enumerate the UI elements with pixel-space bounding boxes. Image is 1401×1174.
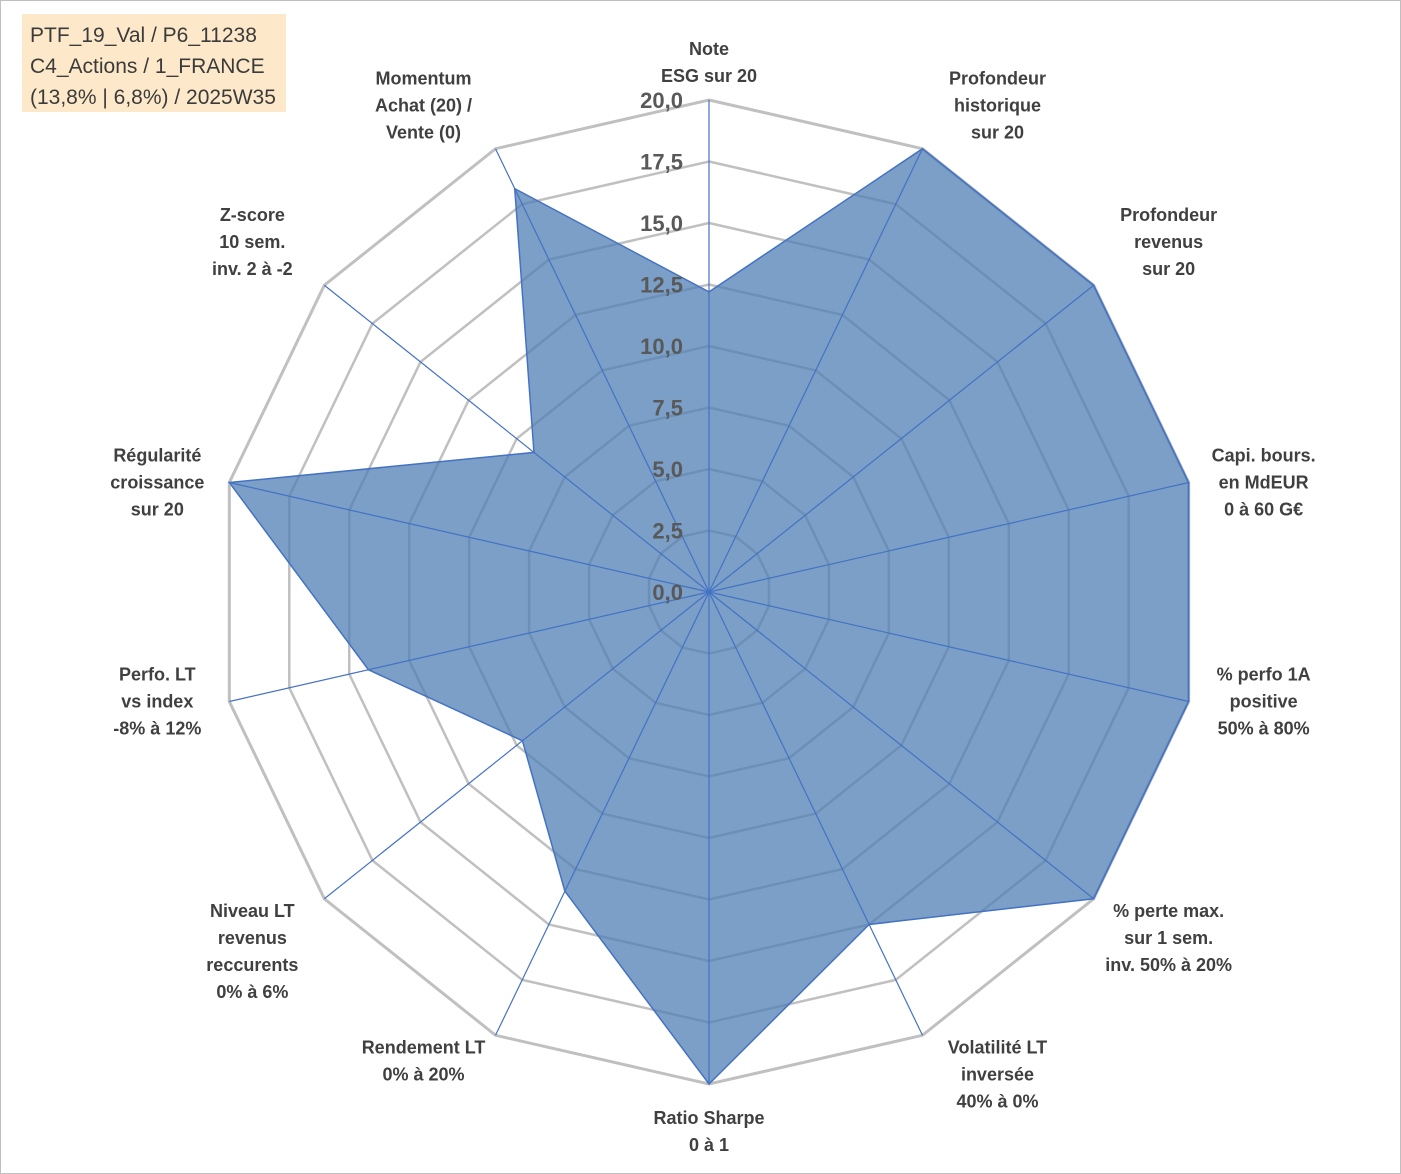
axis-label-line: Momentum: [376, 69, 472, 89]
tick-label-8: 20,0: [640, 88, 683, 113]
axis-label-4: % perfo 1A positive 50% à 80%: [1217, 664, 1311, 738]
axis-label-line: sur 1 sem.: [1124, 928, 1213, 948]
axis-label-line: en MdEUR: [1219, 473, 1309, 493]
axis-label-line: inversée: [961, 1064, 1034, 1084]
axis-label-line: croissance: [110, 473, 204, 493]
spoke-9: [323, 591, 710, 900]
axis-label-line: Volatilité LT: [948, 1037, 1047, 1057]
axis-label-line: sur 20: [1142, 259, 1195, 279]
axis-label-line: sur 20: [131, 500, 184, 520]
axis-label-line: revenus: [218, 928, 287, 948]
radar-axis-labels: Note ESG sur 20 Profondeur historique sur 20…: [110, 39, 1315, 1155]
axis-label-12: Z-score 10 sem. inv. 2 à -2: [212, 205, 293, 279]
axis-label-line: % perfo 1A: [1217, 664, 1311, 684]
axis-label-3: Capi. bours. en MdEUR 0 à 60 G€: [1212, 446, 1316, 520]
axis-label-line: inv. 2 à -2: [212, 259, 293, 279]
axis-label-13: Momentum Achat (20) / Vente (0): [375, 69, 472, 143]
info-line-2: C4_Actions / 1_FRANCE: [30, 55, 265, 78]
axis-label-line: 0 à 1: [689, 1135, 729, 1155]
axis-label-line: historique: [954, 96, 1041, 116]
axis-label-line: 0% à 6%: [216, 982, 288, 1002]
spoke-11: [229, 481, 710, 593]
radar-spokes: [229, 100, 1189, 1084]
axis-label-11: Régularité croissance sur 20: [110, 446, 204, 520]
spoke-8: [494, 591, 710, 1036]
axis-label-line: sur 20: [971, 123, 1024, 143]
axis-label-line: Vente (0): [386, 123, 461, 143]
axis-label-line: Ratio Sharpe: [653, 1108, 764, 1128]
axis-label-line: Capi. bours.: [1212, 446, 1316, 466]
spoke-5: [708, 591, 1095, 900]
axis-label-line: Régularité: [113, 446, 201, 466]
axis-label-line: Z-score: [220, 205, 285, 225]
spoke-1: [708, 148, 924, 593]
axis-label-10: Perfo. LT vs index -8% à 12%: [113, 664, 201, 738]
axis-label-line: Perfo. LT: [119, 664, 196, 684]
axis-label-8: Rendement LT 0% à 20%: [362, 1037, 486, 1084]
axis-label-0: Note ESG sur 20: [661, 39, 757, 86]
axis-label-line: 50% à 80%: [1218, 718, 1310, 738]
tick-label-7: 17,5: [640, 150, 683, 175]
tick-label-4: 10,0: [640, 334, 683, 359]
spoke-10: [229, 591, 710, 703]
spoke-3: [708, 481, 1189, 593]
spoke-2: [708, 284, 1095, 593]
info-line-3: (13,8% | 6,8%) / 2025W35: [30, 86, 276, 109]
spoke-6: [708, 591, 924, 1036]
axis-label-line: 0% à 20%: [382, 1064, 464, 1084]
axis-label-line: Niveau LT: [210, 901, 295, 921]
axis-label-9: Niveau LT revenus reccurents 0% à 6%: [206, 901, 298, 1002]
axis-label-2: Profondeur revenus sur 20: [1120, 205, 1217, 279]
axis-label-line: Profondeur: [1120, 205, 1217, 225]
info-line-1: PTF_19_Val / P6_11238: [30, 24, 257, 47]
tick-label-5: 12,5: [640, 273, 683, 298]
axis-label-5: % perte max. sur 1 sem. inv. 50% à 20%: [1105, 901, 1232, 975]
axis-label-line: -8% à 12%: [113, 718, 201, 738]
spoke-12: [323, 284, 710, 593]
axis-label-line: Achat (20) /: [375, 96, 472, 116]
axis-label-line: vs index: [121, 691, 193, 711]
tick-label-3: 7,5: [652, 396, 683, 421]
axis-label-line: ESG sur 20: [661, 66, 757, 86]
axis-label-line: inv. 50% à 20%: [1105, 955, 1232, 975]
axis-label-line: Rendement LT: [362, 1037, 486, 1057]
tick-label-2: 5,0: [652, 457, 683, 482]
axis-label-line: 40% à 0%: [956, 1091, 1038, 1111]
axis-label-1: Profondeur historique sur 20: [949, 69, 1046, 143]
axis-label-line: 10 sem.: [219, 232, 285, 252]
radar-tick-labels: 0,0 2,5 5,0 7,5 10,0 12,5 15,0 17,5 20,0: [640, 88, 683, 605]
axis-label-line: revenus: [1134, 232, 1203, 252]
axis-label-line: 0 à 60 G€: [1224, 500, 1303, 520]
spoke-4: [708, 591, 1189, 703]
axis-label-line: % perte max.: [1113, 901, 1224, 921]
tick-label-1: 2,5: [652, 519, 683, 544]
axis-label-line: Profondeur: [949, 69, 1046, 89]
info-box: PTF_19_Val / P6_11238 C4_Actions / 1_FRA…: [22, 14, 286, 112]
axis-label-line: positive: [1230, 691, 1298, 711]
axis-label-6: Volatilité LT inversée 40% à 0%: [948, 1037, 1047, 1111]
axis-label-7: Ratio Sharpe 0 à 1: [653, 1108, 764, 1155]
axis-label-line: Note: [689, 39, 729, 59]
tick-label-0: 0,0: [652, 580, 683, 605]
tick-label-6: 15,0: [640, 211, 683, 236]
axis-label-line: reccurents: [206, 955, 298, 975]
spoke-13: [494, 148, 710, 593]
